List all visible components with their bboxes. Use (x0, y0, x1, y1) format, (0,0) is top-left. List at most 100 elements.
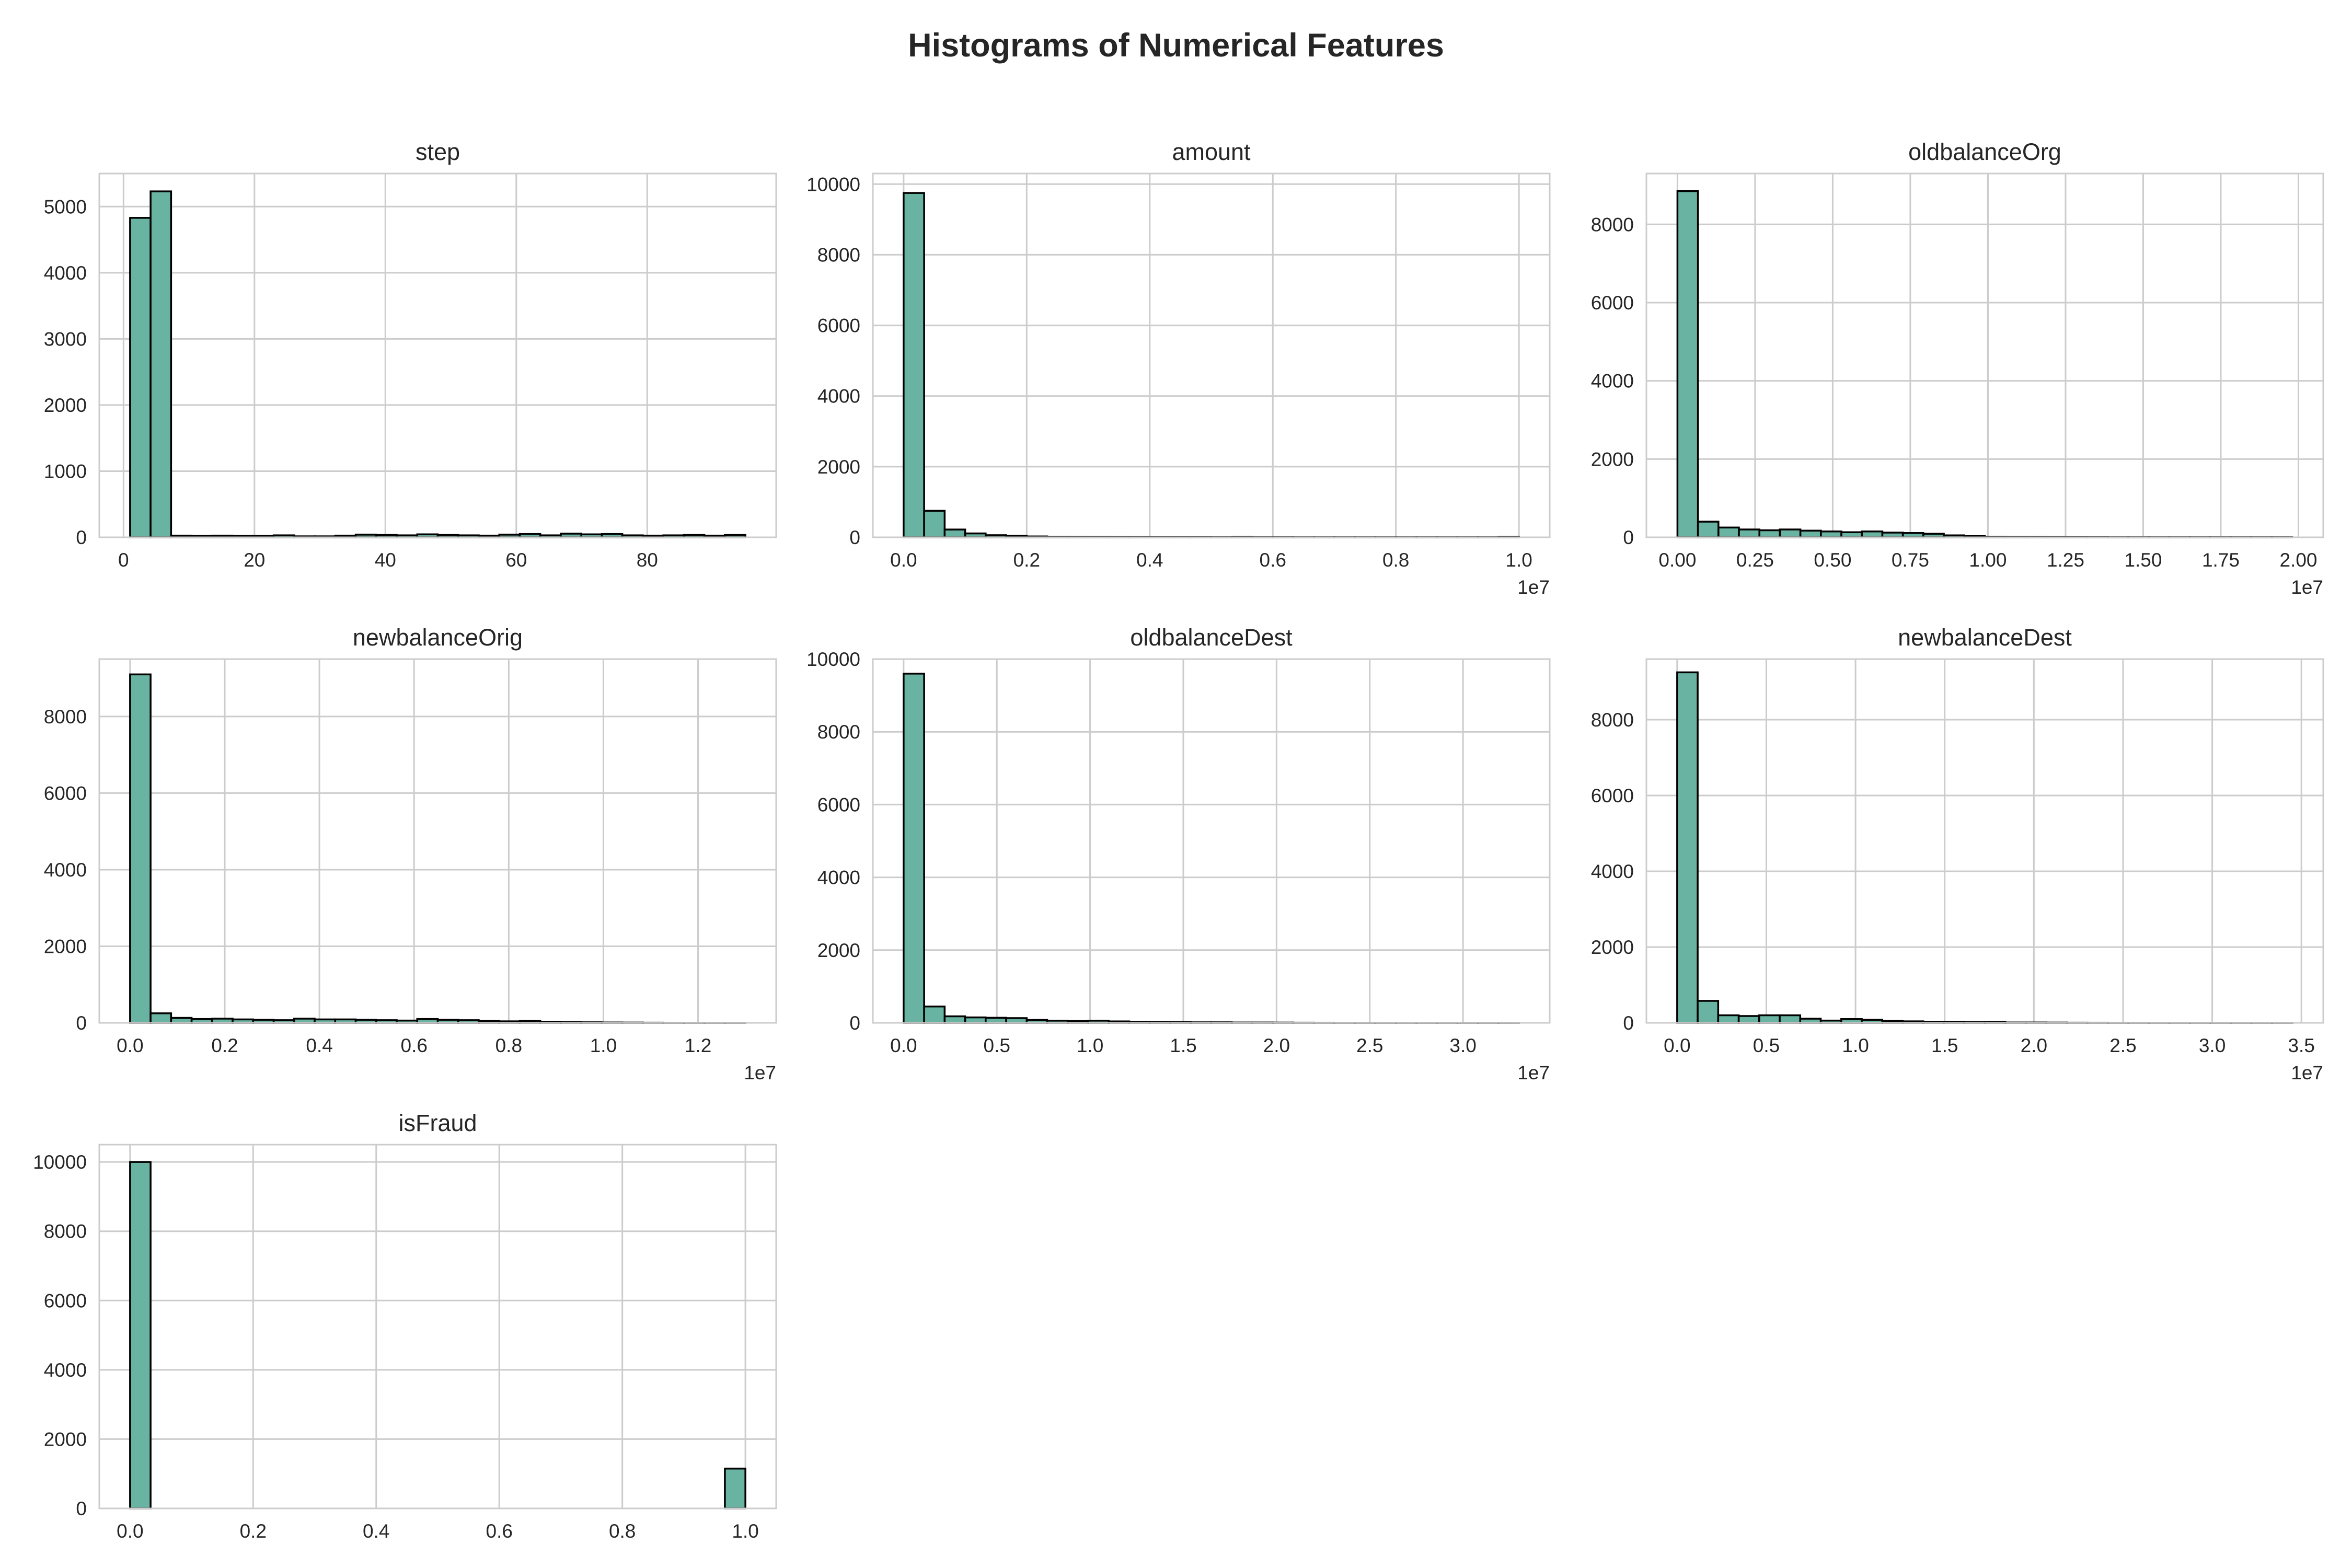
x-tick-label: 0.4 (363, 1520, 389, 1542)
histogram-bar (1676, 190, 1699, 538)
x-tick-label: 3.0 (2199, 1035, 2226, 1056)
y-tick-label: 5000 (44, 196, 87, 217)
panels-group: step 0 20 40 60 80 0 1000 2000 3000 4000 5000 amount… (33, 139, 2324, 1542)
histogram-bar (149, 1012, 172, 1024)
x-tick-label: 2.0 (1263, 1035, 1290, 1056)
x-tick-label: 1.5 (1931, 1035, 1958, 1056)
histogram-bar (1697, 521, 1720, 538)
histogram-bar (1799, 529, 1822, 538)
y-tick-label: 6000 (1591, 292, 1634, 314)
x-tick-label: 0 (118, 549, 129, 571)
panel-title: oldbalanceOrg (1908, 139, 2061, 165)
x-tick-label: 2.0 (2021, 1035, 2047, 1056)
x-tick-label: 0.0 (117, 1035, 143, 1056)
histogram-bar (1758, 529, 1781, 538)
axes-frame (1645, 658, 2324, 1024)
x-tick-label: 20 (244, 549, 265, 571)
axes-frame (872, 172, 1551, 538)
y-tick-label: 3000 (44, 328, 87, 350)
y-tick-label: 0 (849, 527, 860, 548)
x-tick-label: 0.4 (1136, 549, 1163, 571)
x-tick-label: 0.8 (609, 1520, 636, 1542)
x-tick-label: 0.2 (211, 1035, 238, 1056)
y-tick-label: 10000 (806, 649, 860, 670)
x-tick-label: 0.6 (1260, 549, 1286, 571)
histogram-panel-isFraud: isFraud 0.0 0.2 0.4 0.6 0.8 1.0 0 2000 4000 6000 80… (33, 1110, 777, 1542)
x-offset-label: 1e7 (2291, 1062, 2323, 1083)
panel-title: oldbalanceDest (1130, 624, 1293, 651)
y-tick-label: 2000 (44, 936, 87, 957)
x-tick-label: 0.0 (890, 1035, 917, 1056)
x-tick-label: 2.5 (2109, 1035, 2136, 1056)
y-tick-label: 6000 (44, 782, 87, 804)
x-tick-label: 0.25 (1736, 549, 1774, 571)
y-tick-label: 8000 (44, 706, 87, 728)
y-tick-label: 10000 (806, 174, 860, 195)
histogram-bar (943, 528, 966, 538)
x-tick-label: 40 (375, 549, 396, 571)
histogram-bar (1779, 528, 1802, 538)
y-tick-label: 2000 (817, 456, 860, 478)
x-tick-label: 1.2 (685, 1035, 711, 1056)
y-tick-label: 0 (76, 1498, 87, 1519)
y-tick-label: 8000 (1591, 214, 1634, 235)
x-tick-label: 1.0 (1077, 1035, 1103, 1056)
x-tick-label: 1.50 (2124, 549, 2162, 571)
histogram-bar (964, 1016, 987, 1024)
y-tick-label: 4000 (1591, 861, 1634, 882)
x-tick-label: 2.00 (2279, 549, 2317, 571)
x-tick-label: 1.0 (732, 1520, 758, 1542)
panel-title: isFraud (398, 1110, 477, 1136)
y-tick-label: 2000 (44, 395, 87, 416)
x-tick-label: 60 (505, 549, 527, 571)
x-tick-label: 3.0 (1449, 1035, 1476, 1056)
y-tick-label: 0 (1623, 1012, 1634, 1034)
x-tick-label: 0.6 (486, 1520, 513, 1542)
axes-frame (98, 172, 777, 538)
histogram-bar (129, 217, 152, 538)
x-tick-label: 1.0 (590, 1035, 617, 1056)
x-tick-label: 0.4 (306, 1035, 332, 1056)
histogram-bar (129, 673, 152, 1024)
histogram-bar (1697, 1000, 1720, 1024)
histogram-bar (1737, 1015, 1760, 1024)
x-tick-label: 1.5 (1170, 1035, 1196, 1056)
x-tick-label: 0.2 (240, 1520, 267, 1542)
figure-title: Histograms of Numerical Features (908, 27, 1444, 64)
histogram-bar (923, 1005, 946, 1024)
y-tick-label: 0 (849, 1012, 860, 1034)
histogram-bar (149, 190, 172, 538)
x-offset-label: 1e7 (1517, 577, 1550, 598)
y-tick-label: 6000 (817, 794, 860, 815)
x-tick-label: 0.8 (495, 1035, 522, 1056)
x-tick-label: 1.00 (1969, 549, 2007, 571)
histogram-bar (1861, 531, 1884, 538)
x-tick-label: 80 (637, 549, 658, 571)
histogram-panel-oldbalanceOrg: oldbalanceOrg 0.00 0.25 0.50 0.75 1.00 1.25 1.5… (1591, 139, 2324, 598)
y-tick-label: 4000 (1591, 371, 1634, 392)
y-tick-label: 2000 (817, 940, 860, 961)
y-tick-label: 10000 (33, 1151, 87, 1173)
histogram-bar (724, 1468, 746, 1509)
y-tick-label: 2000 (44, 1428, 87, 1450)
y-tick-label: 6000 (1591, 785, 1634, 806)
y-tick-label: 6000 (44, 1290, 87, 1311)
y-tick-label: 8000 (1591, 709, 1634, 731)
panel-title: newbalanceOrig (353, 624, 523, 651)
y-tick-label: 2000 (1591, 448, 1634, 470)
x-tick-label: 0.00 (1658, 549, 1696, 571)
axes-frame (98, 1144, 777, 1509)
histogram-bar (129, 1161, 152, 1509)
y-tick-label: 1000 (44, 460, 87, 482)
x-tick-label: 0.5 (1753, 1035, 1780, 1056)
histogram-panel-oldbalanceDest: oldbalanceDest 0.0 0.5 1.0 1.5 2.0 2.5 3.0 0 2000… (806, 624, 1551, 1083)
histogram-panel-amount: amount 0.0 0.2 0.4 0.6 0.8 1.0 0 2000 4000 6000 800… (806, 139, 1551, 598)
x-tick-label: 0.0 (117, 1520, 143, 1542)
histogram-bar (943, 1015, 966, 1024)
panel-title: newbalanceDest (1898, 624, 2072, 651)
y-tick-label: 0 (1623, 527, 1634, 548)
histogram-panel-step: step 0 20 40 60 80 0 1000 2000 3000 4000 5000 (44, 139, 777, 571)
histogram-bar (1779, 1014, 1802, 1024)
histogram-bar (1717, 1014, 1740, 1024)
